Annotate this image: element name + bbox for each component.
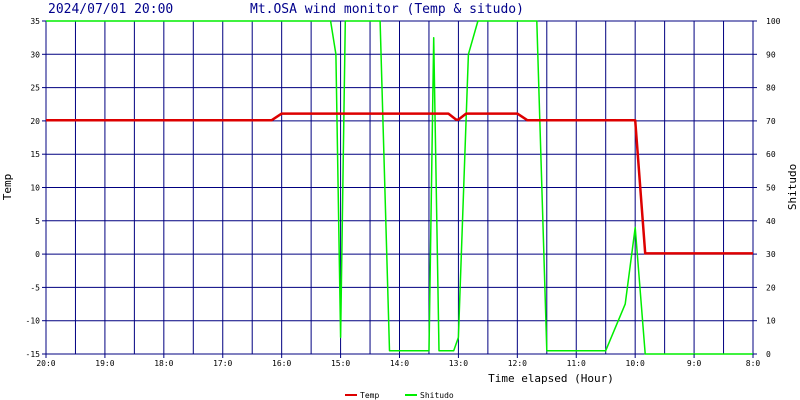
x-tick-label: 10:0: [626, 359, 645, 368]
x-tick-label: 16:0: [272, 359, 291, 368]
y-left-tick-label: 35: [30, 17, 40, 26]
x-tick-label: 12:0: [508, 359, 527, 368]
series-layer: [46, 20, 753, 355]
x-tick-label: 9:0: [687, 359, 702, 368]
y-right-tick-label: 50: [766, 184, 776, 193]
y-right-tick-label: 100: [766, 17, 781, 26]
y-axis-label-right: Shitudo: [786, 164, 799, 210]
y-left-tick-label: -10: [26, 317, 41, 326]
left-axis: -15 -10 -5 0 5 10 15 20 25 30 35: [26, 17, 46, 359]
y-left-tick-label: 30: [30, 50, 40, 59]
legend: Temp Shitudo: [345, 391, 454, 400]
chart-title: Mt.OSA wind monitor (Temp & situdo): [250, 2, 524, 17]
x-tick-label: 8:0: [746, 359, 761, 368]
y-left-tick-label: 10: [30, 184, 40, 193]
y-left-tick-label: 15: [30, 150, 40, 159]
y-right-tick-label: 0: [766, 350, 771, 359]
right-axis: 0 10 20 30 40 50 60 70 80 90 100: [753, 17, 781, 359]
chart-timestamp: 2024/07/01 20:00: [48, 2, 173, 17]
y-left-tick-label: 0: [35, 250, 40, 259]
y-right-tick-label: 30: [766, 250, 776, 259]
y-left-tick-label: -5: [30, 283, 40, 292]
x-tick-label: 15:0: [331, 359, 350, 368]
series-line-temp: [46, 112, 753, 255]
x-tick-label: 11:0: [567, 359, 586, 368]
y-right-tick-label: 60: [766, 150, 776, 159]
y-right-tick-label: 10: [766, 317, 776, 326]
x-tick-label: 18:0: [154, 359, 173, 368]
y-left-tick-label: 5: [35, 217, 40, 226]
series-line-shitudo: [46, 20, 753, 355]
legend-label-shitudo: Shitudo: [420, 391, 454, 400]
x-tick-label: 17:0: [213, 359, 232, 368]
y-left-tick-label: -15: [26, 350, 41, 359]
y-right-tick-label: 90: [766, 50, 776, 59]
x-axis-label: Time elapsed (Hour): [488, 372, 614, 385]
y-left-tick-label: 20: [30, 117, 40, 126]
x-tick-label: 20:0: [36, 359, 55, 368]
x-axis: 20:0 19:0 18:0 17:0 16:0 15:0 14:0 13:0 12:0 11:0…: [36, 354, 760, 368]
y-right-tick-label: 20: [766, 283, 776, 292]
x-tick-label: 14:0: [390, 359, 409, 368]
x-tick-label: 13:0: [449, 359, 468, 368]
y-right-tick-label: 40: [766, 217, 776, 226]
y-right-tick-label: 80: [766, 84, 776, 93]
y-right-tick-label: 70: [766, 117, 776, 126]
legend-label-temp: Temp: [360, 391, 379, 400]
y-left-tick-label: 25: [30, 84, 40, 93]
x-tick-label: 19:0: [95, 359, 114, 368]
grid: [45, 20, 754, 355]
y-axis-label-left: Temp: [1, 174, 14, 201]
